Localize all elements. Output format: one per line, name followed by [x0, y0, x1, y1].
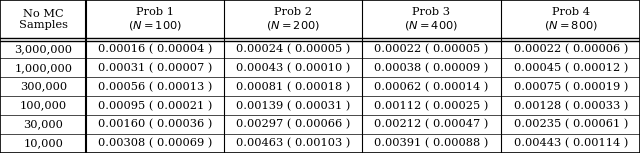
Text: 300,000: 300,000: [20, 82, 67, 92]
Text: 0.00043 ( 0.00010 ): 0.00043 ( 0.00010 ): [236, 63, 350, 73]
Text: 1,000,000: 1,000,000: [14, 63, 72, 73]
Text: 0.00391 ( 0.00088 ): 0.00391 ( 0.00088 ): [374, 138, 488, 149]
Text: 0.00056 ( 0.00013 ): 0.00056 ( 0.00013 ): [98, 82, 212, 92]
Text: 0.00024 ( 0.00005 ): 0.00024 ( 0.00005 ): [236, 44, 350, 54]
Text: 0.00075 ( 0.00019 ): 0.00075 ( 0.00019 ): [514, 82, 628, 92]
Text: 0.00095 ( 0.00021 ): 0.00095 ( 0.00021 ): [98, 101, 212, 111]
Text: Prob 2
$(N = 200)$: Prob 2 $(N = 200)$: [266, 7, 320, 32]
Text: 0.00463 ( 0.00103 ): 0.00463 ( 0.00103 ): [236, 138, 350, 149]
Text: Prob 1
$(N = 100)$: Prob 1 $(N = 100)$: [128, 7, 182, 32]
Text: Prob 3
$(N = 400)$: Prob 3 $(N = 400)$: [404, 7, 458, 32]
Text: 0.00031 ( 0.00007 ): 0.00031 ( 0.00007 ): [98, 63, 212, 73]
Text: 0.00308 ( 0.00069 ): 0.00308 ( 0.00069 ): [98, 138, 212, 149]
Text: 0.00016 ( 0.00004 ): 0.00016 ( 0.00004 ): [98, 44, 212, 54]
Text: 0.00297 ( 0.00066 ): 0.00297 ( 0.00066 ): [236, 119, 350, 130]
Text: 0.00022 ( 0.00005 ): 0.00022 ( 0.00005 ): [374, 44, 488, 54]
Text: 10,000: 10,000: [23, 138, 63, 149]
Text: 0.00062 ( 0.00014 ): 0.00062 ( 0.00014 ): [374, 82, 488, 92]
Text: 0.00235 ( 0.00061 ): 0.00235 ( 0.00061 ): [514, 119, 628, 130]
Text: 30,000: 30,000: [23, 120, 63, 130]
Text: Prob 4
$(N = 800)$: Prob 4 $(N = 800)$: [544, 7, 598, 32]
Text: 0.00081 ( 0.00018 ): 0.00081 ( 0.00018 ): [236, 82, 350, 92]
Text: 3,000,000: 3,000,000: [14, 44, 72, 54]
Text: 0.00212 ( 0.00047 ): 0.00212 ( 0.00047 ): [374, 119, 488, 130]
Text: 0.00128 ( 0.00033 ): 0.00128 ( 0.00033 ): [514, 101, 628, 111]
Text: 0.00045 ( 0.00012 ): 0.00045 ( 0.00012 ): [514, 63, 628, 73]
Text: 100,000: 100,000: [20, 101, 67, 111]
Text: No MC
Samples: No MC Samples: [19, 9, 68, 30]
Text: 0.00160 ( 0.00036 ): 0.00160 ( 0.00036 ): [98, 119, 212, 130]
Text: 0.00038 ( 0.00009 ): 0.00038 ( 0.00009 ): [374, 63, 488, 73]
Text: 0.00112 ( 0.00025 ): 0.00112 ( 0.00025 ): [374, 101, 488, 111]
Text: 0.00139 ( 0.00031 ): 0.00139 ( 0.00031 ): [236, 101, 350, 111]
Text: 0.00443 ( 0.00114 ): 0.00443 ( 0.00114 ): [514, 138, 628, 149]
Text: 0.00022 ( 0.00006 ): 0.00022 ( 0.00006 ): [514, 44, 628, 54]
